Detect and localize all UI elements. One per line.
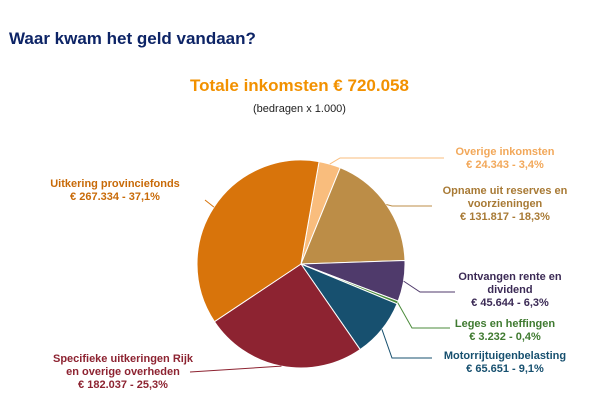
leader-motorrijtuigenbelasting: [381, 329, 432, 359]
label-rente-dividend: Ontvangen rente en dividend € 45.644 - 6…: [440, 271, 580, 310]
label-opname-reserves: Opname uit reserves en voorzieningen € 1…: [425, 185, 585, 224]
leader-specifieke-uitkeringen: [189, 365, 282, 373]
label-uitkering-provinciefonds-title: Uitkering provinciefonds: [50, 178, 180, 190]
label-opname-reserves-line1: Opname uit reserves en: [442, 185, 568, 197]
leader-overige-inkomsten: [329, 157, 444, 165]
label-specifieke-uitkeringen: Specifieke uitkeringen Rijk en overige o…: [38, 353, 208, 392]
page-heading: Waar kwam het geld vandaan?: [9, 29, 256, 48]
label-rente-dividend-line2: dividend: [487, 284, 533, 296]
label-motorrijtuigenbelasting: Motorrijtuigenbelasting € 65.651 - 9,1%: [425, 350, 585, 376]
chart-title: Totale inkomsten € 720.058: [190, 76, 409, 95]
label-leges-heffingen: Leges en heffingen € 3.232 - 0,4%: [440, 318, 570, 344]
label-opname-reserves-value: € 131.817 - 18,3%: [460, 211, 550, 223]
leader-uitkering-provinciefonds: [204, 199, 215, 208]
label-specifieke-uitkeringen-value: € 182.037 - 25,3%: [78, 379, 168, 391]
label-specifieke-uitkeringen-line2: en overige overheden: [66, 366, 180, 378]
leader-opname-reserves: [386, 204, 432, 207]
label-rente-dividend-line1: Ontvangen rente en: [458, 271, 562, 283]
label-motorrijtuigenbelasting-title: Motorrijtuigenbelasting: [443, 350, 567, 362]
label-leges-heffingen-title: Leges en heffingen: [454, 318, 556, 330]
label-rente-dividend-value: € 45.644 - 6,3%: [471, 297, 549, 309]
label-motorrijtuigenbelasting-value: € 65.651 - 9,1%: [466, 363, 544, 375]
leader-rente-dividend: [403, 280, 455, 293]
leader-leges-heffingen: [397, 302, 450, 329]
label-specifieke-uitkeringen-line1: Specifieke uitkeringen Rijk: [53, 353, 193, 365]
label-overige-inkomsten-title: Overige inkomsten: [455, 146, 555, 158]
label-leges-heffingen-value: € 3.232 - 0,4%: [469, 331, 541, 343]
label-overige-inkomsten-value: € 24.343 - 3,4%: [466, 159, 544, 171]
slice-opname-reserves: [300, 167, 406, 265]
label-overige-inkomsten: Overige inkomsten € 24.343 - 3,4%: [445, 146, 565, 172]
label-uitkering-provinciefonds: Uitkering provinciefonds € 267.334 - 37,…: [40, 178, 190, 204]
chart-subtitle: (bedragen x 1.000): [253, 103, 346, 115]
label-uitkering-provinciefonds-value: € 267.334 - 37,1%: [70, 191, 160, 203]
slice-uitkering-provinciefonds: [196, 159, 320, 323]
label-opname-reserves-line2: voorzieningen: [467, 198, 543, 210]
